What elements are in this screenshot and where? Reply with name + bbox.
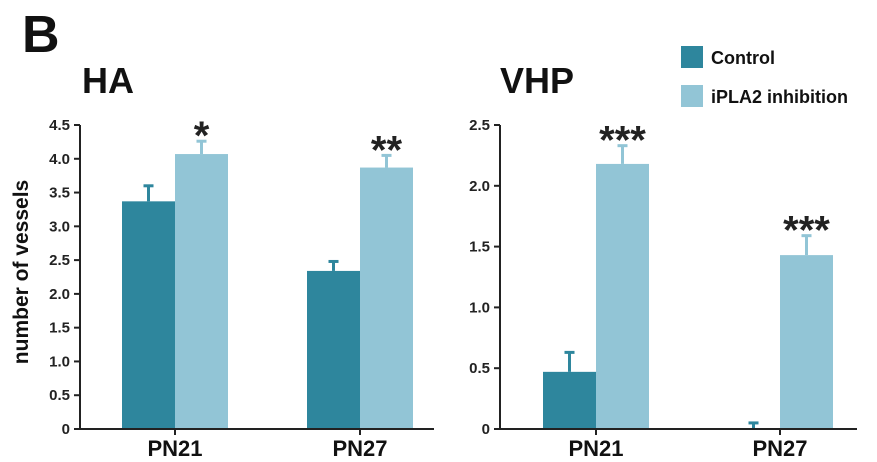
y-axis-label: number of vessels [10, 180, 33, 364]
y-tick-label: 0.5 [49, 387, 70, 404]
x-tick-label-pn21: PN21 [568, 436, 623, 461]
chart-title-ha: HA [82, 60, 134, 101]
y-tick-label: 2.5 [49, 252, 70, 269]
x-tick-label-pn27: PN27 [332, 436, 387, 461]
significance-pn27: *** [783, 209, 830, 253]
y-tick-label: 4.0 [49, 151, 70, 168]
legend: Control iPLA2 inhibition [681, 46, 848, 107]
y-tick-label: 2.0 [49, 286, 70, 303]
legend-label-control: Control [711, 48, 775, 68]
y-tick-label: 1.5 [469, 239, 490, 256]
bar-pn27-iPLA2 [780, 255, 833, 429]
y-tick-label: 4.5 [49, 117, 70, 134]
bar-pn21-control [543, 371, 596, 429]
chart-title-vhp: VHP [500, 60, 574, 101]
y-tick-label: 0 [62, 421, 70, 438]
significance-pn21: * [194, 114, 210, 158]
bar-pn27-control [307, 270, 360, 429]
y-tick-label: 0 [482, 421, 490, 438]
y-tick-label: 0.5 [469, 360, 490, 377]
legend-label-iPLA2: iPLA2 inhibition [711, 87, 848, 107]
legend-swatch-control [681, 46, 703, 68]
panel-label: B [22, 6, 60, 64]
bar-pn21-iPLA2 [596, 163, 649, 430]
bar-pn27-iPLA2 [360, 167, 413, 429]
legend-swatch-iPLA2 [681, 85, 703, 107]
x-tick-label-pn21: PN21 [147, 436, 202, 461]
bar-pn21-iPLA2 [175, 154, 228, 429]
y-tick-label: 1.0 [49, 353, 70, 370]
y-tick-label: 3.0 [49, 218, 70, 235]
x-tick-label-pn27: PN27 [752, 436, 807, 461]
y-tick-label: 1.0 [469, 299, 490, 316]
y-tick-label: 2.5 [469, 117, 490, 134]
significance-pn27: ** [371, 128, 403, 172]
y-tick-label: 2.0 [469, 178, 490, 195]
bar-pn21-control [122, 201, 175, 429]
chart-vhp: VHP *** *** 0 0.5 1.0 1.5 2.0 2.5 PN21 PN27 [469, 60, 857, 461]
y-tick-label: 3.5 [49, 185, 70, 202]
y-tick-label: 1.5 [49, 320, 70, 337]
significance-pn21: *** [599, 119, 646, 163]
chart-ha: HA number of vessels * ** 00.51.01.52.02.… [10, 60, 434, 461]
